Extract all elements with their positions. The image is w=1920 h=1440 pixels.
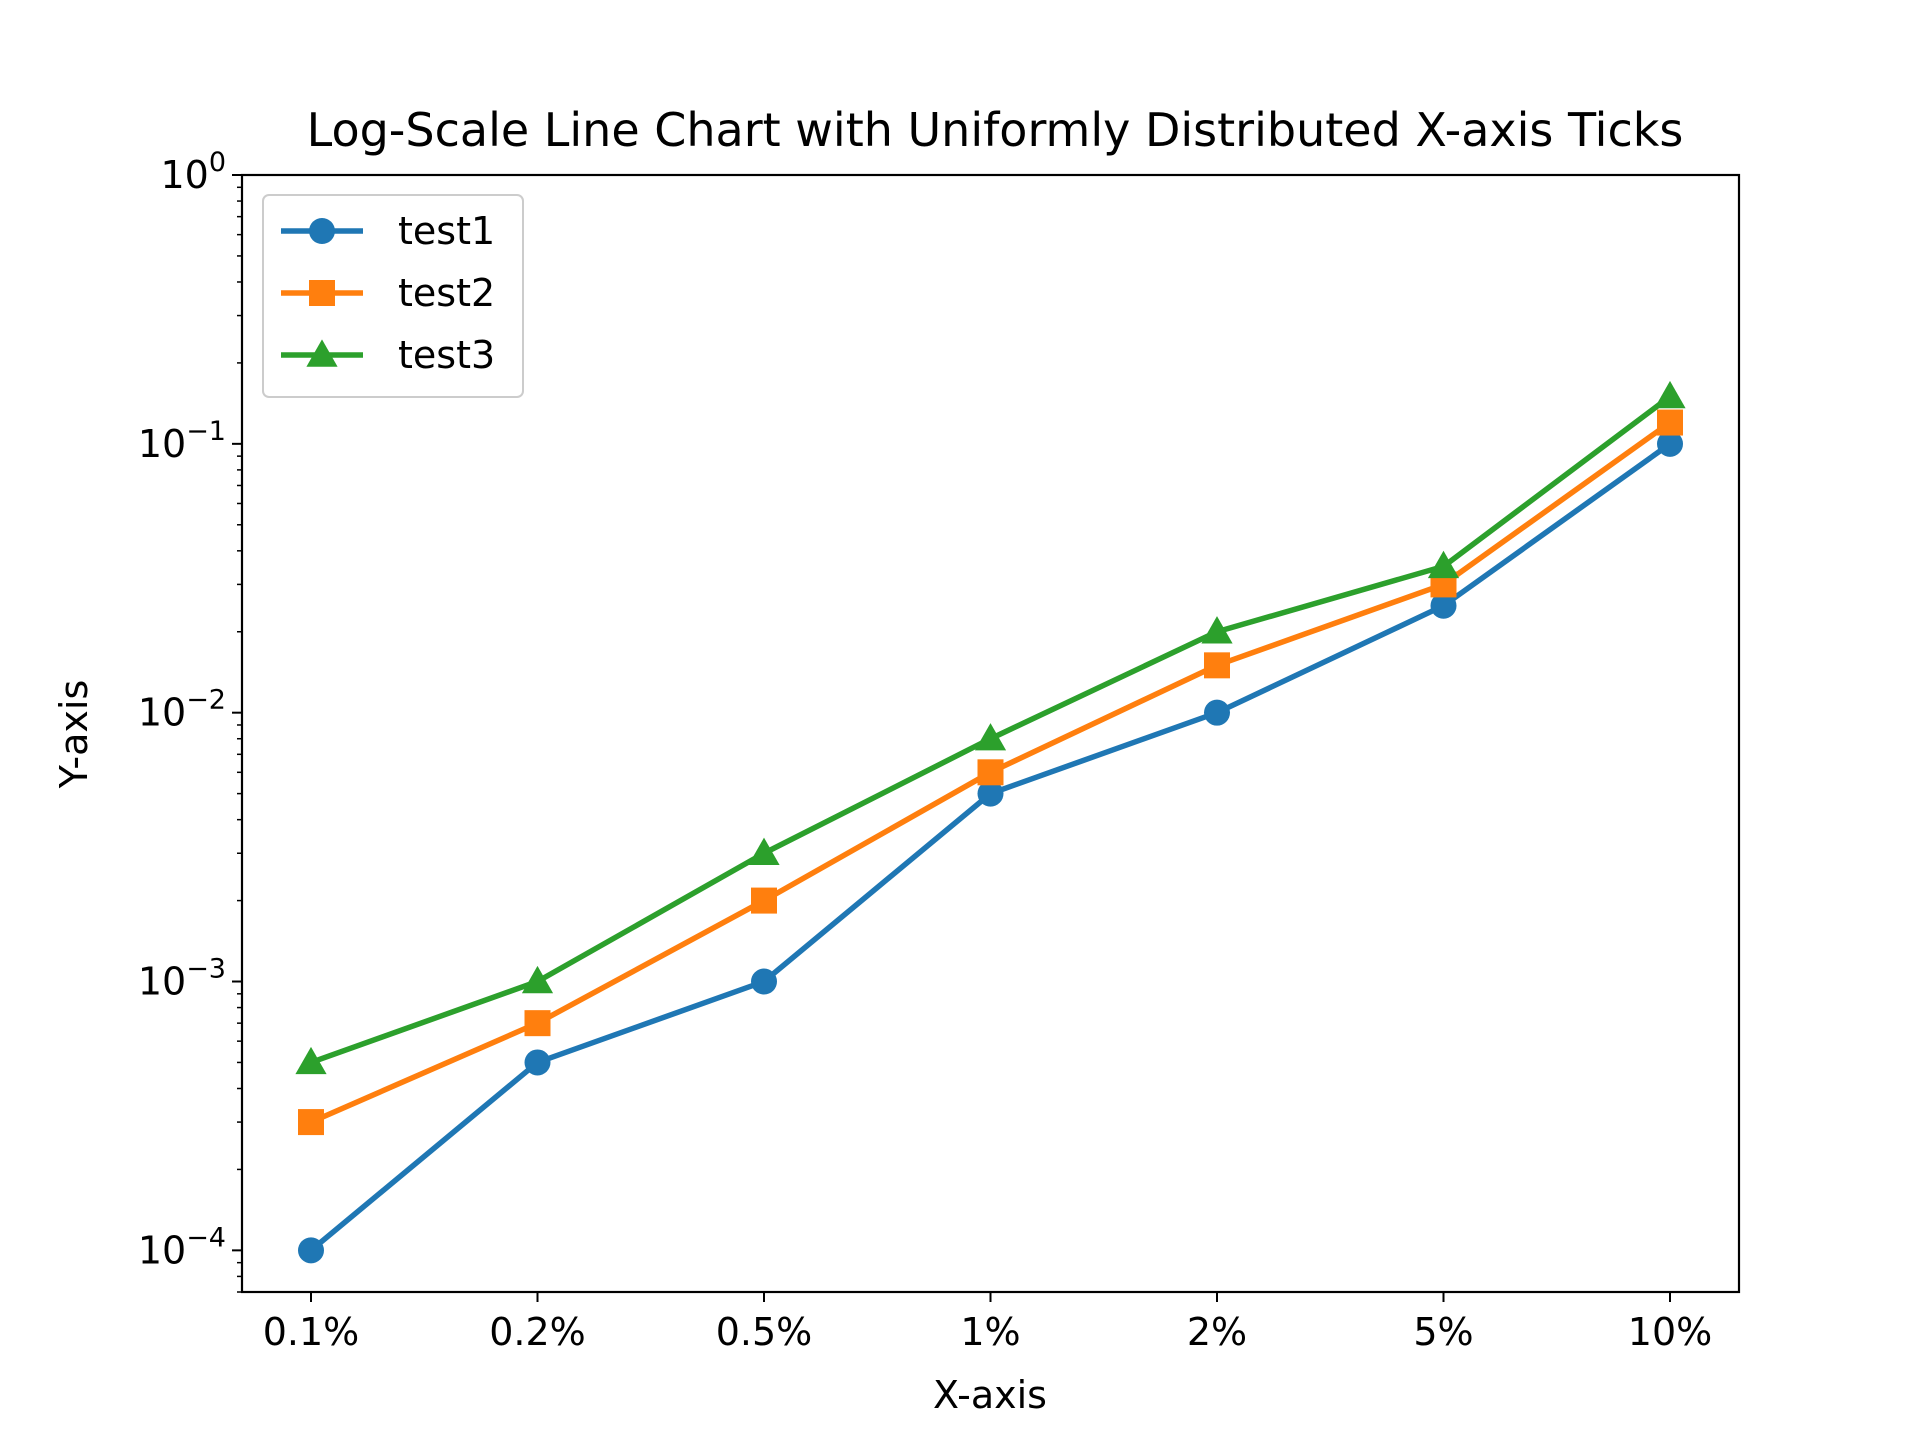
data-point-test3: [1427, 550, 1460, 579]
data-point-test1: [751, 968, 777, 995]
x-tick-label: 0.2%: [489, 1310, 586, 1354]
legend-label: test2: [398, 271, 495, 315]
y-tick-label: 10−3: [138, 954, 226, 1004]
data-point-test3: [974, 723, 1007, 751]
y-axis-label: Y-axis: [52, 680, 96, 790]
data-point-test1: [524, 1049, 551, 1076]
data-point-test3: [295, 1046, 327, 1075]
y-axis: 10−4 10−3 10−2 10−1 100: [138, 147, 242, 1293]
y-tick-label: 10−4: [138, 1222, 226, 1272]
data-point-test2: [524, 1010, 551, 1037]
data-point-test2: [977, 759, 1004, 786]
data-point-test3: [748, 837, 780, 865]
legend-marker-test2: [309, 280, 335, 306]
legend-marker-test1: [309, 218, 335, 244]
y-tick-label: 10−2: [138, 685, 226, 735]
data-point-test3: [1201, 616, 1233, 644]
x-tick-label: 0.5%: [716, 1310, 813, 1354]
data-point-test1: [977, 780, 1004, 807]
data-point-test1: [1430, 592, 1457, 619]
data-point-test2: [1657, 409, 1683, 436]
data-point-test2: [1204, 652, 1230, 679]
y-tick-label: 10−1: [138, 416, 226, 466]
legend-label: test1: [398, 209, 495, 253]
x-tick-label: 1%: [960, 1310, 1020, 1354]
x-axis: 0.1% 0.2% 0.5% 1% 2% 5% 10%: [263, 1292, 1712, 1354]
x-tick-label: 5%: [1413, 1310, 1473, 1354]
plot-area: [295, 380, 1686, 1264]
data-point-test1: [1657, 430, 1683, 457]
x-tick-label: 10%: [1628, 1310, 1712, 1354]
data-point-test3: [521, 965, 554, 994]
chart-title: Log-Scale Line Chart with Uniformly Dist…: [307, 103, 1684, 157]
data-point-test2: [751, 887, 777, 914]
legend-label: test3: [398, 333, 495, 377]
legend-box: [262, 194, 524, 398]
data-point-test1: [1204, 699, 1230, 726]
data-point-test2: [298, 1109, 324, 1136]
x-tick-label: 0.1%: [263, 1310, 360, 1354]
legend: test1 test2 test3: [262, 194, 524, 398]
data-point-test3: [1654, 380, 1686, 409]
x-tick-label: 2%: [1187, 1310, 1247, 1354]
x-axis-label: X-axis: [933, 1373, 1047, 1417]
y-tick-label: 100: [160, 147, 226, 197]
data-point-test1: [298, 1237, 324, 1264]
legend-marker-test3: [306, 339, 338, 367]
